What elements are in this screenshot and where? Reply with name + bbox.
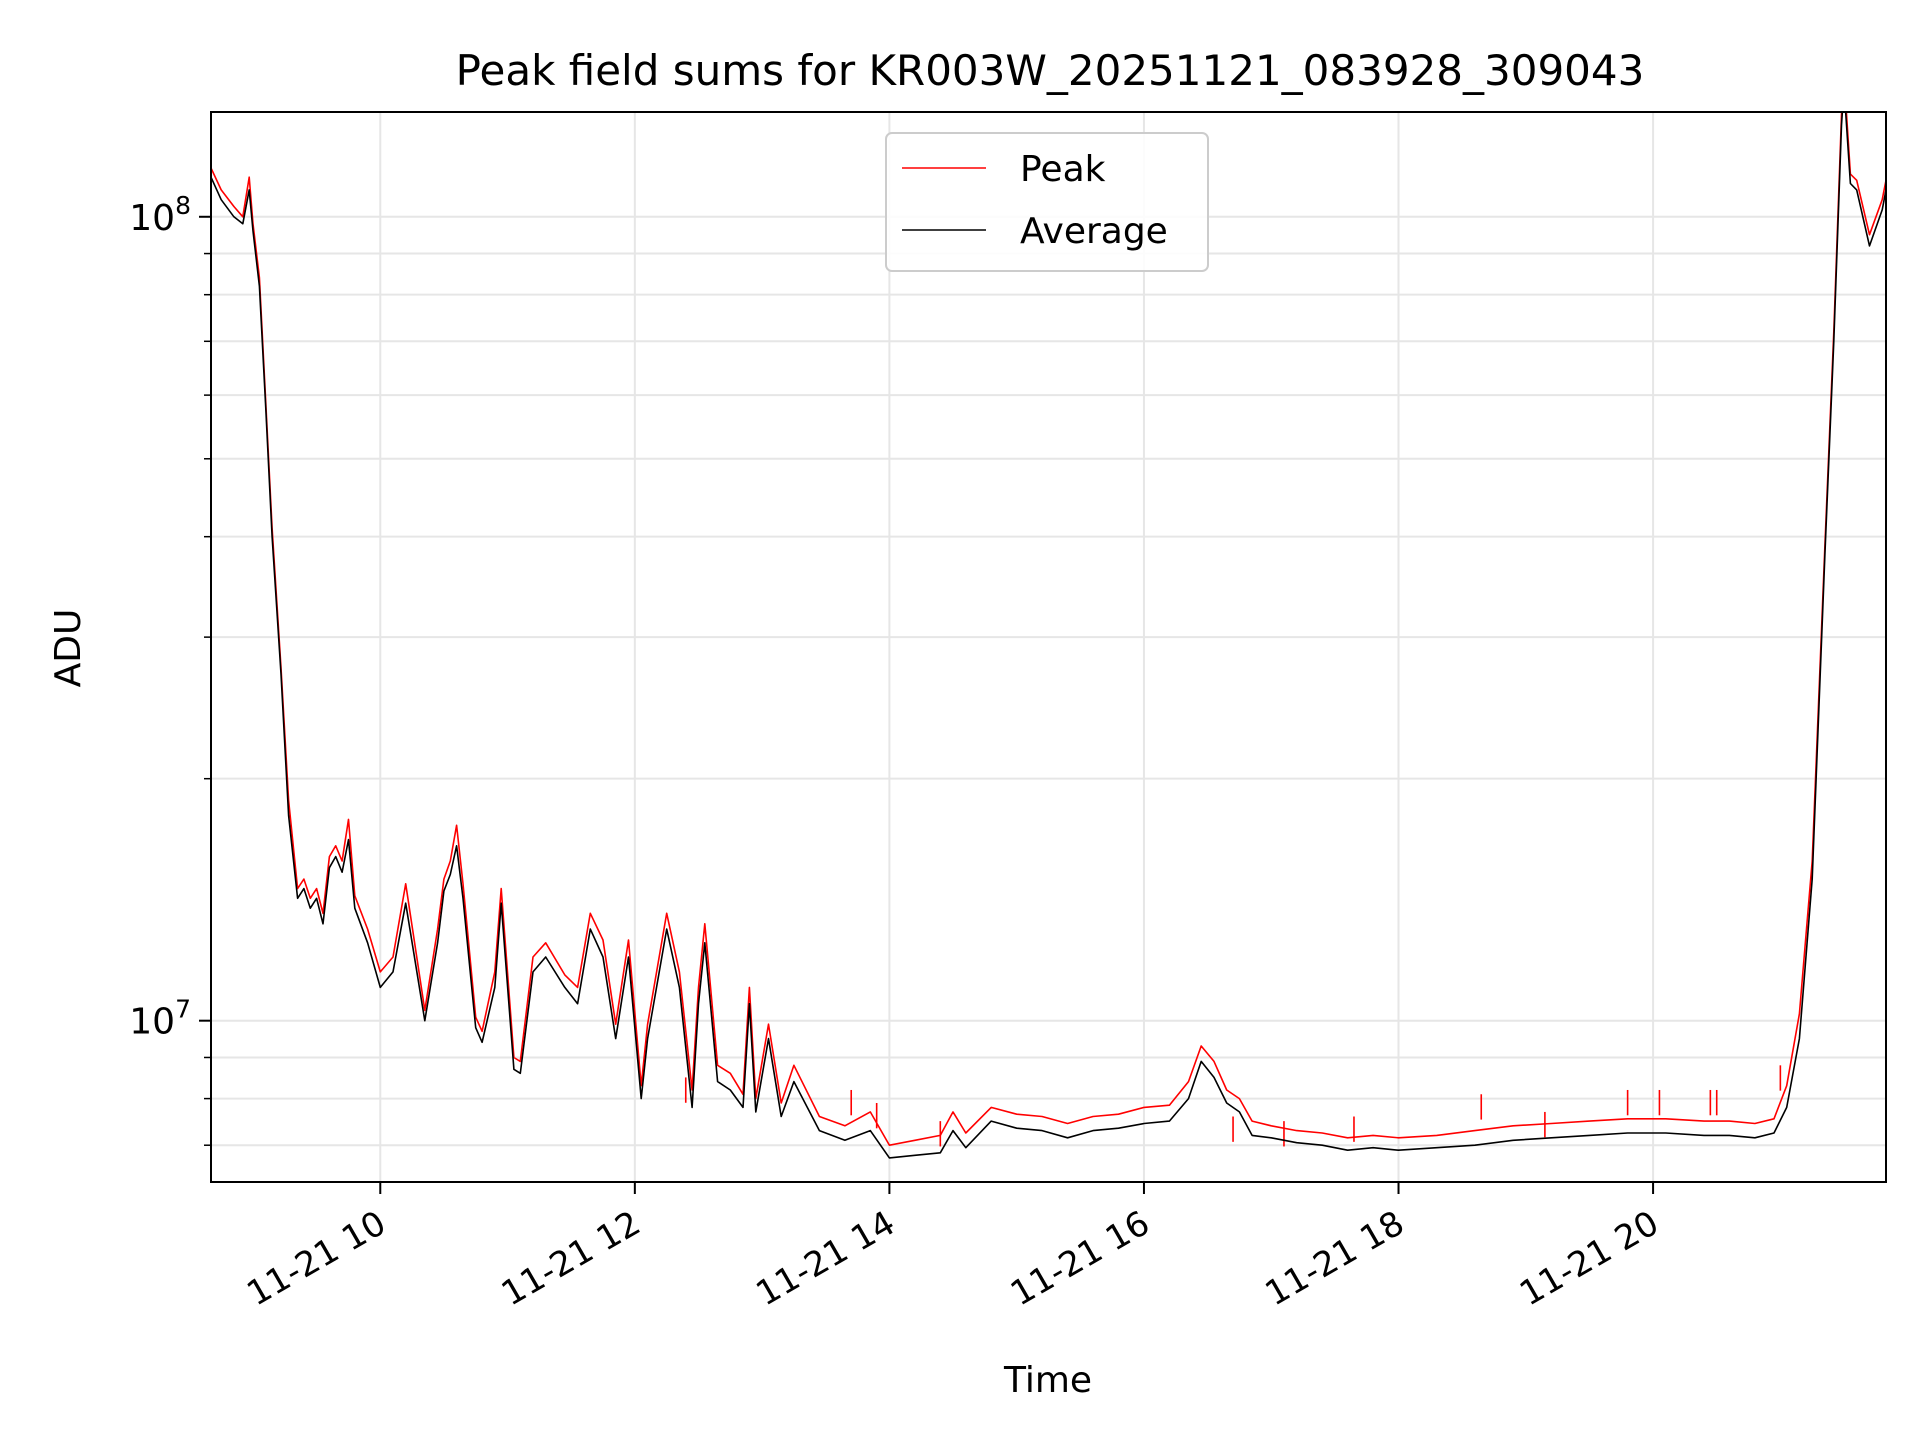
legend-average-label: Average <box>1020 211 1168 252</box>
series-layer <box>211 112 1886 1159</box>
y-tick-base: 10 <box>129 198 175 239</box>
x-axis-label: Time <box>1003 1360 1092 1401</box>
y-tick-base: 10 <box>129 1002 175 1043</box>
y-tick-exponent: 7 <box>175 995 191 1024</box>
series-line-average <box>211 112 1886 1159</box>
series-group <box>211 112 1886 1159</box>
y-tick-label: 107 <box>129 995 191 1043</box>
legend: Peak Average <box>885 132 1209 272</box>
chart-title: Peak field sums for KR003W_20251121_0839… <box>456 46 1645 95</box>
plot-frame <box>210 111 1887 1183</box>
series-line-peak <box>211 112 1886 1146</box>
y-tick-label: 108 <box>129 191 191 239</box>
y-tick-exponent: 8 <box>175 191 191 220</box>
plot-area <box>211 112 1886 1182</box>
legend-peak-label: Peak <box>1020 149 1106 190</box>
y-axis-label: ADU <box>48 609 89 688</box>
